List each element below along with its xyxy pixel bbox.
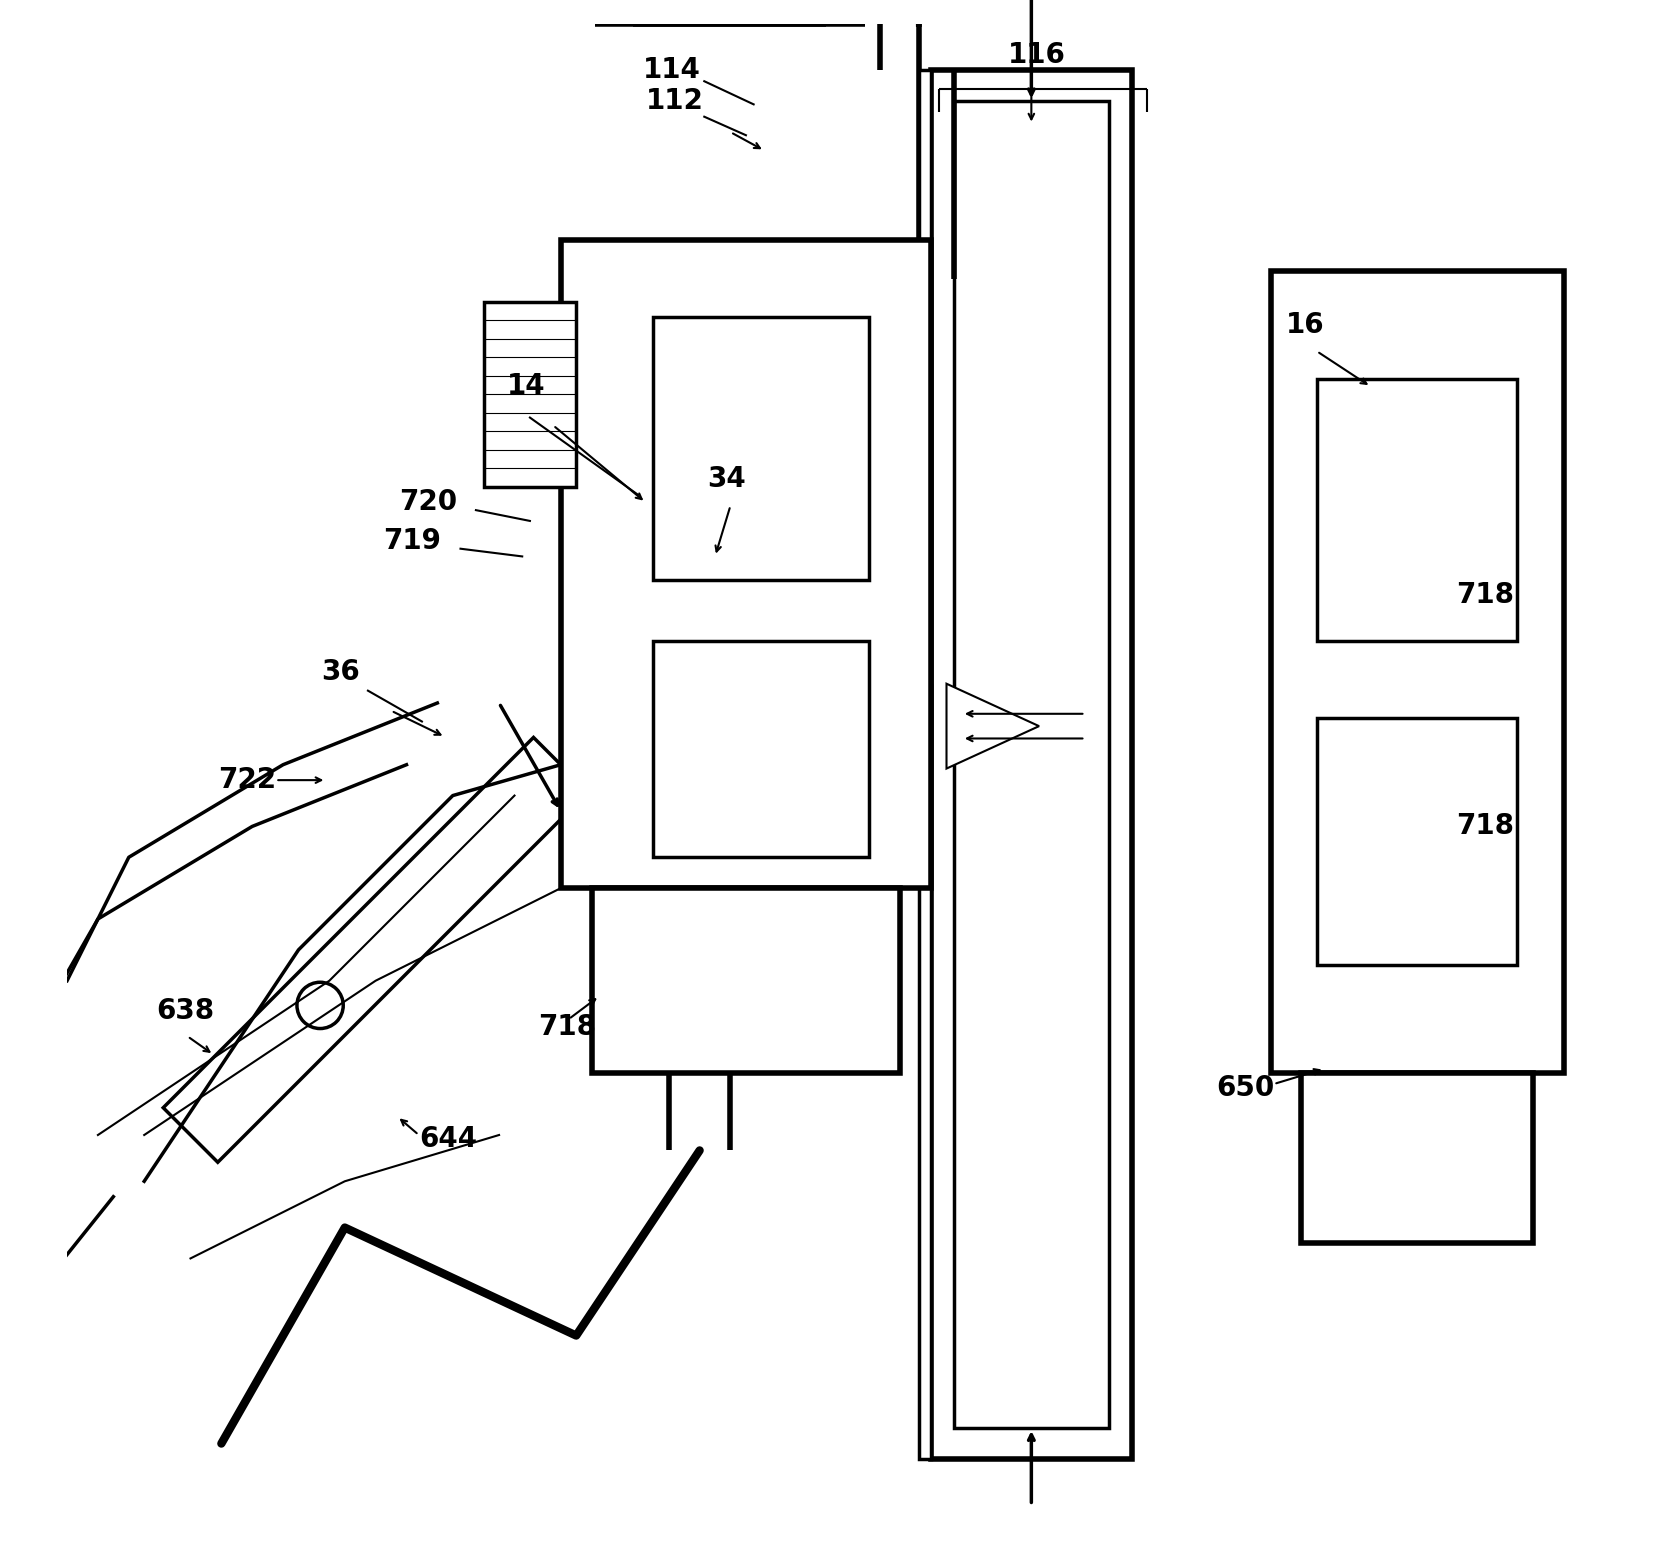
Text: 722: 722 — [218, 766, 277, 794]
Text: 36: 36 — [322, 658, 361, 686]
Bar — [654, 641, 869, 857]
Text: 718: 718 — [538, 1012, 595, 1040]
Text: 14: 14 — [506, 373, 545, 401]
Polygon shape — [946, 683, 1040, 768]
Text: 644: 644 — [419, 1125, 476, 1153]
Bar — [954, 102, 1108, 1428]
Bar — [1301, 1073, 1533, 1243]
Polygon shape — [163, 738, 589, 1163]
Text: 719: 719 — [384, 527, 441, 555]
Bar — [919, 71, 931, 1459]
Text: 114: 114 — [642, 56, 701, 85]
Text: 112: 112 — [646, 88, 704, 114]
Bar — [1316, 379, 1518, 641]
Text: 650: 650 — [1216, 1075, 1275, 1103]
Text: 116: 116 — [1008, 41, 1067, 69]
Bar — [931, 71, 1132, 1459]
Bar — [560, 240, 931, 888]
Bar — [1271, 271, 1563, 1073]
Bar — [654, 317, 869, 580]
Bar — [592, 888, 901, 1073]
Text: 718: 718 — [1456, 581, 1514, 608]
Text: 16: 16 — [1286, 310, 1325, 338]
Text: 638: 638 — [156, 997, 215, 1025]
Bar — [1316, 718, 1518, 965]
Text: 720: 720 — [399, 489, 456, 516]
Text: 34: 34 — [708, 465, 746, 494]
Bar — [483, 302, 577, 487]
Text: 718: 718 — [1456, 812, 1514, 840]
